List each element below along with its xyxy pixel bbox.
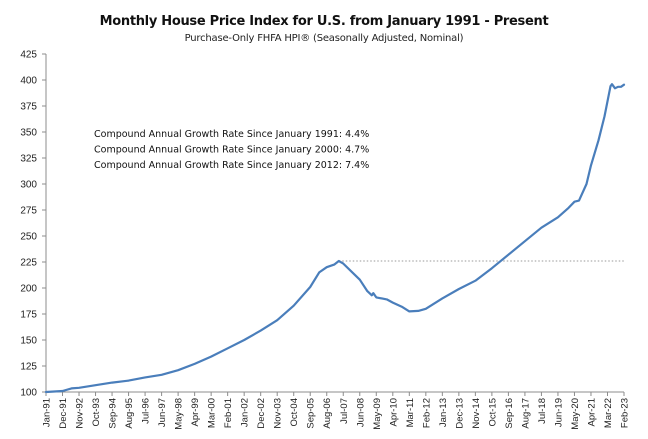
- x-tick-label: Sep-16: [504, 398, 515, 429]
- x-tick-label: Sep-94: [108, 398, 119, 429]
- x-tick-label: Apr-21: [586, 398, 597, 427]
- x-tick-label: Dec-13: [454, 398, 465, 429]
- x-tick-label: Mar-00: [207, 398, 218, 428]
- y-axis: 100 125 150 175 200 225 250 275 300 325 350 375 400 4…: [20, 50, 47, 399]
- y-tick-label: 425: [20, 50, 37, 61]
- x-tick-label: Jun-19: [553, 398, 564, 427]
- x-tick-label: May-20: [570, 398, 581, 430]
- x-tick-label: Mar-22: [603, 398, 614, 428]
- y-tick-label: 325: [20, 154, 37, 165]
- series-line-hpi: [44, 83, 626, 394]
- y-tick-label: 375: [20, 102, 37, 113]
- annotation-layer: Compound Annual Growth Rate Since Januar…: [94, 129, 369, 171]
- y-tick-label: 300: [20, 180, 37, 191]
- y-tick-label: 250: [20, 232, 37, 243]
- x-axis: Jan-91 Dec-91 Nov-92 Oct-93 Sep-94 Aug-95 Jul-…: [42, 391, 631, 430]
- chart-subtitle: Purchase-Only FHFA HPI® (Seasonally Adju…: [184, 33, 464, 44]
- series-layer: [44, 83, 626, 394]
- y-tick-label: 200: [20, 284, 37, 295]
- y-tick-label: 400: [20, 76, 37, 87]
- x-tick-label: Oct-15: [487, 398, 498, 427]
- x-tick-label: Jul-07: [339, 398, 350, 424]
- x-tick-label: May-98: [174, 398, 185, 430]
- y-tick-label: 350: [20, 128, 37, 139]
- x-tick-label: Mar-11: [405, 398, 416, 427]
- x-tick-label: Aug-06: [322, 398, 333, 429]
- x-tick-label: Apr-99: [190, 398, 201, 427]
- x-tick-label: Aug-95: [124, 398, 135, 429]
- x-tick-label: Jun-97: [157, 398, 168, 427]
- x-tick-label: Nov-92: [75, 398, 86, 429]
- x-tick-label: May-09: [372, 398, 383, 430]
- x-tick-label: Aug-17: [520, 398, 531, 429]
- y-tick-label: 125: [20, 362, 37, 373]
- x-tick-label: Feb-01: [223, 398, 234, 428]
- y-tick-label: 275: [20, 206, 37, 217]
- x-tick-label: Feb-23: [620, 398, 631, 428]
- x-tick-label: Sep-05: [306, 398, 317, 429]
- x-tick-label: Dec-02: [256, 398, 267, 429]
- annotation-cagr: Compound Annual Growth Rate Since Januar…: [94, 129, 369, 140]
- x-tick-label: Feb-12: [421, 398, 432, 428]
- x-tick-label: Jan-91: [42, 398, 53, 427]
- y-tick-label: 150: [20, 336, 37, 347]
- annotation-cagr: Compound Annual Growth Rate Since Januar…: [94, 145, 369, 156]
- annotation-cagr: Compound Annual Growth Rate Since Januar…: [94, 160, 369, 171]
- x-tick-label: Nov-03: [273, 398, 284, 429]
- x-tick-label: Apr-10: [388, 398, 399, 427]
- x-tick-label: Jun-08: [355, 398, 366, 427]
- y-tick-label: 225: [20, 258, 37, 269]
- x-tick-label: Nov-14: [471, 398, 482, 429]
- x-tick-label: Oct-93: [91, 398, 102, 427]
- y-tick-label: 100: [20, 388, 37, 399]
- x-tick-label: Jul-96: [141, 398, 152, 424]
- x-tick-label: Oct-04: [289, 398, 300, 427]
- x-tick-label: Dec-91: [58, 398, 69, 429]
- x-tick-label: Jan-02: [240, 398, 251, 427]
- x-tick-label: Jul-18: [537, 398, 548, 424]
- y-tick-label: 175: [20, 310, 37, 321]
- x-tick-label: Jan-13: [438, 398, 449, 427]
- chart-title: Monthly House Price Index for U.S. from …: [99, 14, 549, 29]
